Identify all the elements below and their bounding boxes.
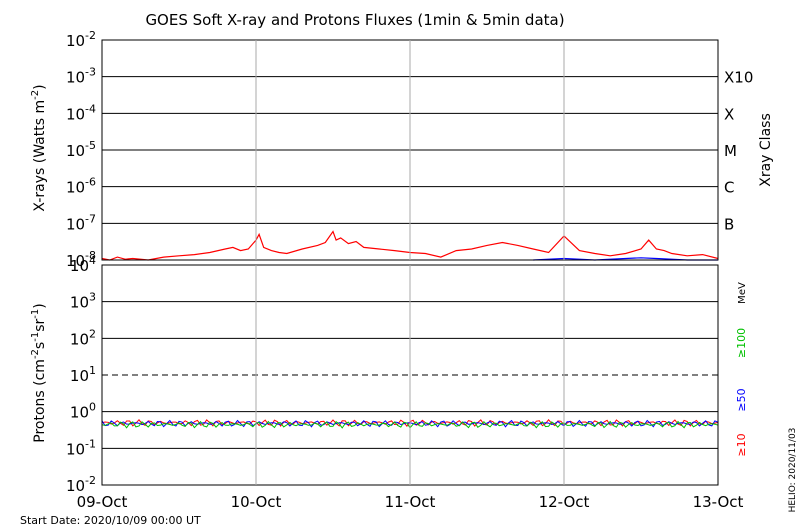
proton-energy-label: ≥50 <box>735 388 748 411</box>
time-tick-label: 09-Oct <box>77 493 128 511</box>
proton-tick-label: 101 <box>70 364 96 385</box>
mev-unit-label: MeV <box>737 282 748 304</box>
xray-class-label: C <box>724 179 734 197</box>
proton-tick-label: 104 <box>70 254 96 275</box>
proton-energy-label: ≥10 <box>735 433 748 456</box>
xray-tick-label: 10-7 <box>66 212 96 233</box>
time-tick-label: 10-Oct <box>231 493 282 511</box>
credit-label: HELIO: 2020/11/03 <box>788 428 798 513</box>
proton-tick-label: 100 <box>70 401 96 422</box>
xray-y-axis-label: X-rays (Watts m-2) <box>30 84 48 211</box>
xray-class-label: X <box>724 105 734 123</box>
xray-class-label: X10 <box>724 69 753 87</box>
proton-tick-label: 103 <box>70 291 96 312</box>
proton-tick-label: 10-1 <box>66 437 96 458</box>
xray-class-label: B <box>724 215 734 233</box>
xray-tick-label: 10-6 <box>66 176 96 197</box>
xray-tick-label: 10-4 <box>66 102 96 123</box>
proton-tick-label: 102 <box>70 327 96 348</box>
time-tick-label: 12-Oct <box>539 493 590 511</box>
xray-tick-label: 10-3 <box>66 66 96 87</box>
proton-energy-label: ≥100 <box>735 328 748 358</box>
proton-tick-label: 10-2 <box>66 474 96 495</box>
xray-tick-label: 10-5 <box>66 139 96 160</box>
xray-class-axis-label: Xray Class <box>758 113 774 187</box>
time-axis: 09-Oct 10-Oct 11-Oct 12-Oct 13-Oct <box>77 40 744 511</box>
xray-tick-label: 10-8 <box>66 249 96 270</box>
xray-tick-label: 10-2 <box>66 29 96 50</box>
xray-class-label: M <box>724 142 737 160</box>
proton-panel: 10-2 10-1 100 101 102 103 104 ≥100 ≥50 ≥10 <box>66 254 748 495</box>
time-tick-label: 13-Oct <box>693 493 744 511</box>
start-date-label: Start Date: 2020/10/09 00:00 UT <box>20 514 201 527</box>
proton-y-axis-label: Protons (cm-2s-1sr-1) <box>30 303 48 442</box>
time-tick-label: 11-Oct <box>385 493 436 511</box>
xray-long-series <box>101 230 719 261</box>
chart-title: GOES Soft X-ray and Protons Fluxes (1min… <box>145 11 564 29</box>
